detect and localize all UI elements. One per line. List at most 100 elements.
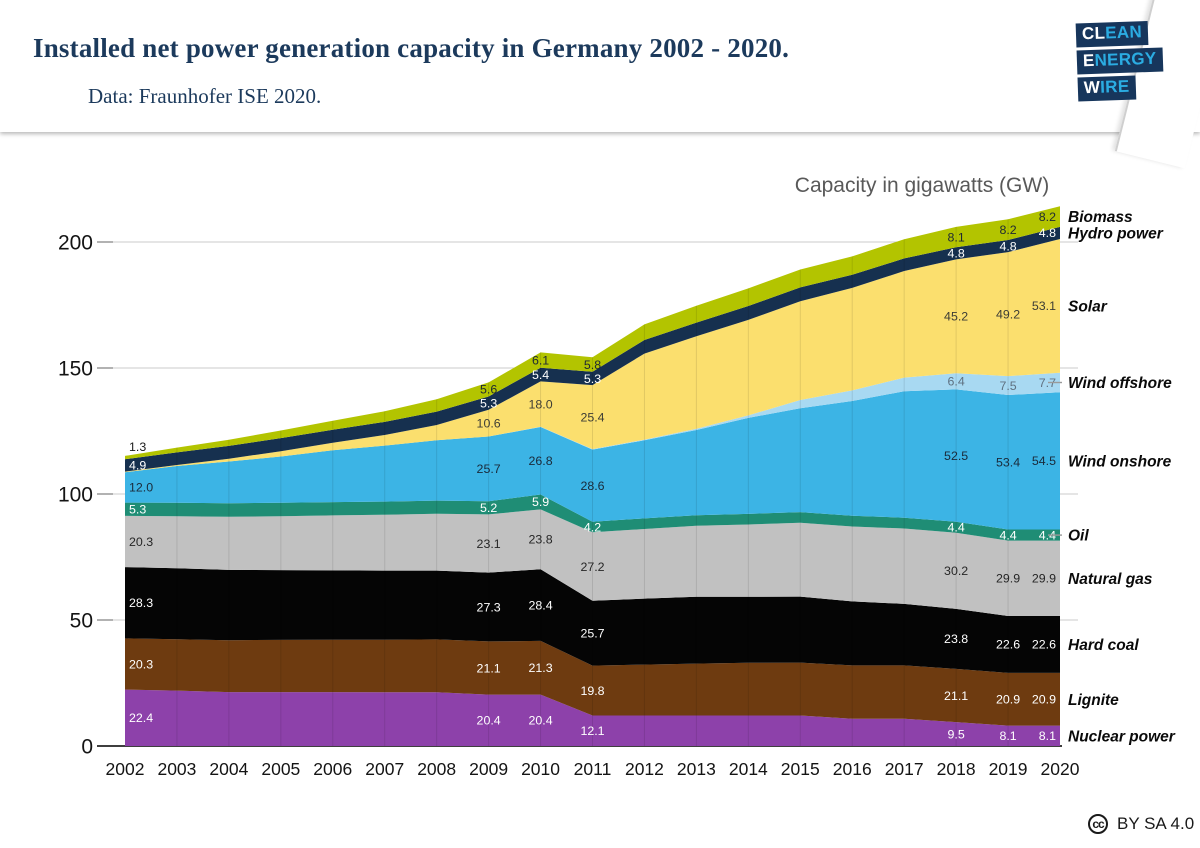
value-label-natural_gas-2018: 30.2 xyxy=(944,564,968,578)
x-tick-label-2017: 2017 xyxy=(885,759,924,779)
x-axis-labels: 2002 2003 2004 2005 2006 2007 2008 2009 2010 2011… xyxy=(106,759,1080,779)
value-label-wind_offshore-2018: 6.4 xyxy=(947,375,964,389)
value-label-biomass-2019: 8.2 xyxy=(999,223,1016,237)
value-label-biomass-2018: 8.1 xyxy=(947,230,964,244)
y-tick-label-0: 0 xyxy=(81,736,93,759)
area-oil xyxy=(125,494,1060,541)
value-label-wind_onshore-2019: 53.4 xyxy=(996,456,1020,470)
x-tick-label-2014: 2014 xyxy=(729,759,768,779)
x-tick-label-2013: 2013 xyxy=(677,759,716,779)
value-label-hard_coal-2019: 22.6 xyxy=(996,638,1020,652)
license-text: BY SA 4.0 xyxy=(1117,814,1195,833)
value-label-wind_onshore-2018: 52.5 xyxy=(944,449,968,463)
x-tick-label-2005: 2005 xyxy=(261,759,300,779)
x-tick-label-2009: 2009 xyxy=(469,759,508,779)
area-wind_offshore xyxy=(125,372,1060,473)
value-label-oil-2018: 4.4 xyxy=(947,521,964,535)
x-tick-label-2007: 2007 xyxy=(365,759,404,779)
value-label-oil-2020: 4.4 xyxy=(1039,528,1056,542)
stacked-areas xyxy=(125,206,1060,746)
area-nuclear xyxy=(125,689,1060,746)
value-label-hydro-2009: 5.3 xyxy=(480,397,497,411)
value-label-nuclear-2002: 22.4 xyxy=(129,711,153,725)
value-label-hydro-2019: 4.8 xyxy=(999,239,1016,253)
value-label-wind_offshore-2020: 7.7 xyxy=(1039,376,1056,390)
value-labels: 22.4 20.4 20.4 12.1 9.5 8.1 8.1 20.3 21.1 21.3 19.… xyxy=(129,210,1056,743)
data-source-subtitle: Data: Fraunhofer ISE 2020. xyxy=(88,84,322,108)
value-label-biomass-2010: 6.1 xyxy=(532,353,549,367)
series-label-hard_coal: Hard coal xyxy=(1068,637,1139,654)
header: Installed net power generation capacity … xyxy=(0,0,1200,132)
value-label-hard_coal-2018: 23.8 xyxy=(944,632,968,646)
series-label-wind_offshore: Wind offshore xyxy=(1068,375,1172,392)
value-label-hydro-2018: 4.8 xyxy=(947,247,964,261)
logo-text: IRE xyxy=(1099,76,1130,97)
value-label-hydro-2020: 4.8 xyxy=(1039,226,1056,240)
value-label-wind_onshore-2010: 26.8 xyxy=(528,454,552,468)
logo-text: CL xyxy=(1081,23,1106,44)
x-tick-label-2019: 2019 xyxy=(989,759,1028,779)
series-label-oil: Oil xyxy=(1068,528,1089,545)
value-label-lignite-2019: 20.9 xyxy=(996,693,1020,707)
y-tick-label-100: 100 xyxy=(58,484,93,507)
x-tick-label-2004: 2004 xyxy=(209,759,248,779)
area-hydro xyxy=(125,226,1060,472)
value-label-oil-2009: 5.2 xyxy=(480,501,497,515)
series-name-labels: Nuclear power Lignite Hard coal Natural gas… xyxy=(1048,209,1176,745)
value-label-hard_coal-2020: 22.6 xyxy=(1032,638,1056,652)
value-label-lignite-2020: 20.9 xyxy=(1032,693,1056,707)
value-label-biomass-2009: 5.6 xyxy=(480,383,497,397)
value-label-lignite-2009: 21.1 xyxy=(477,661,501,675)
series-label-lignite: Lignite xyxy=(1068,692,1119,709)
value-label-wind_onshore-2020: 54.5 xyxy=(1032,454,1056,468)
x-tick-label-2012: 2012 xyxy=(625,759,664,779)
x-tick-label-2016: 2016 xyxy=(833,759,872,779)
logo-text: E xyxy=(1082,50,1095,71)
area-lignite xyxy=(125,638,1060,726)
area-wind_onshore xyxy=(125,389,1060,530)
value-label-hard_coal-2009: 27.3 xyxy=(477,600,501,614)
logo-text: EAN xyxy=(1104,22,1143,43)
value-label-oil-2011: 4.2 xyxy=(584,520,601,534)
series-label-solar: Solar xyxy=(1068,298,1108,315)
x-tick-label-2010: 2010 xyxy=(521,759,560,779)
value-label-biomass-2011: 5.8 xyxy=(584,358,601,372)
x-tick-label-2018: 2018 xyxy=(937,759,976,779)
value-label-nuclear-2019: 8.1 xyxy=(999,729,1016,743)
value-label-solar-2011: 25.4 xyxy=(580,410,604,424)
series-label-hydro: Hydro power xyxy=(1068,225,1164,242)
clean-energy-wire-logo: CLEAN ENERGY WIRE xyxy=(1075,21,1164,105)
value-label-lignite-2002: 20.3 xyxy=(129,657,153,671)
x-tick-label-2006: 2006 xyxy=(313,759,352,779)
value-label-biomass-2002: 1.3 xyxy=(129,440,146,454)
value-label-biomass-2020: 8.2 xyxy=(1039,210,1056,224)
value-label-solar-2020: 53.1 xyxy=(1032,299,1056,313)
area-solar xyxy=(125,239,1060,473)
x-tick-label-2003: 2003 xyxy=(157,759,196,779)
value-label-wind_onshore-2002: 12.0 xyxy=(129,481,153,495)
y-tick-label-200: 200 xyxy=(58,232,93,255)
value-label-natural_gas-2011: 27.2 xyxy=(580,560,604,574)
creative-commons-icon: cc xyxy=(1088,814,1108,834)
value-label-nuclear-2018: 9.5 xyxy=(947,727,964,741)
chart-title: Capacity in gigawatts (GW) xyxy=(795,174,1049,197)
y-axis-labels: 0 50 100 150 200 xyxy=(58,232,93,759)
x-tick-label-2011: 2011 xyxy=(574,759,612,779)
y-tick-label-150: 150 xyxy=(58,358,93,381)
value-label-nuclear-2011: 12.1 xyxy=(580,724,604,738)
value-label-nuclear-2009: 20.4 xyxy=(477,714,501,728)
logo-text: NERGY xyxy=(1094,48,1157,70)
value-label-wind_onshore-2009: 25.7 xyxy=(477,462,501,476)
value-label-oil-2019: 4.4 xyxy=(999,528,1016,542)
value-label-solar-2019: 49.2 xyxy=(996,307,1020,321)
area-natural_gas xyxy=(125,509,1060,616)
y-tick-label-50: 50 xyxy=(70,610,93,633)
value-label-wind_offshore-2019: 7.5 xyxy=(999,379,1016,393)
logo-row-wire: WIRE xyxy=(1077,75,1136,102)
value-label-natural_gas-2019: 29.9 xyxy=(996,572,1020,586)
logo-row-clean: CLEAN xyxy=(1075,21,1149,48)
value-label-solar-2010: 18.0 xyxy=(528,397,552,411)
value-label-natural_gas-2002: 20.3 xyxy=(129,535,153,549)
